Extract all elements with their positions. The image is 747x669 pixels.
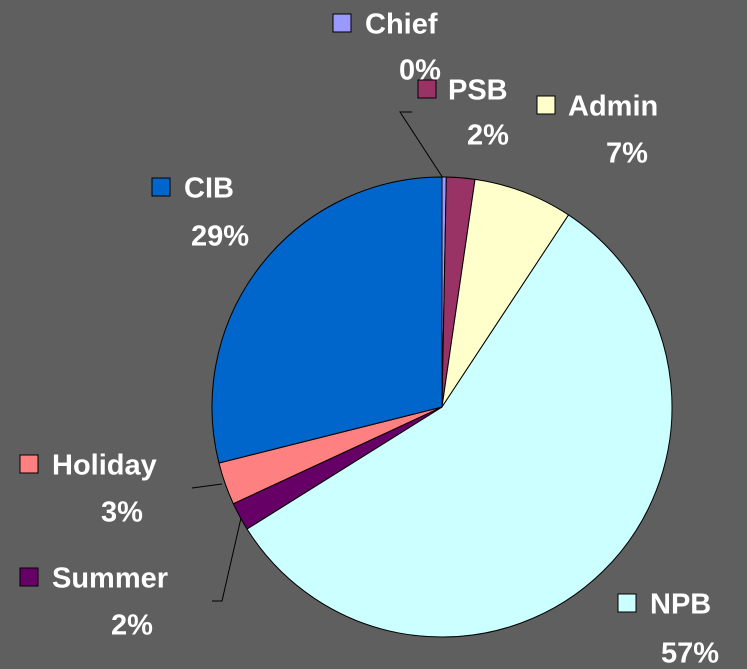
slice-value: 57% <box>661 638 719 669</box>
slice-label: Admin <box>568 91 658 123</box>
slice-value: 7% <box>606 138 648 170</box>
slice-label: Chief <box>365 9 438 41</box>
slice-value: 2% <box>111 610 153 642</box>
pie-slice <box>211 176 443 464</box>
legend-swatch <box>19 567 39 587</box>
legend-swatch <box>151 177 171 197</box>
slice-label: Summer <box>52 563 168 595</box>
leader-line <box>212 517 242 602</box>
pie-slice <box>246 214 673 638</box>
legend-swatch <box>617 593 637 613</box>
legend-swatch <box>332 13 352 33</box>
slice-value: 29% <box>191 221 249 253</box>
slice-label: Holiday <box>52 450 157 482</box>
leader-line <box>191 483 223 489</box>
slice-value: 2% <box>467 120 509 152</box>
leader-line <box>399 111 444 179</box>
slice-label: CIB <box>184 173 234 205</box>
slice-label: PSB <box>448 75 508 107</box>
legend-swatch <box>19 454 39 474</box>
slice-label: NPB <box>650 589 711 621</box>
slice-value: 3% <box>101 497 143 529</box>
legend-swatch <box>417 79 437 99</box>
legend-swatch <box>536 95 556 115</box>
